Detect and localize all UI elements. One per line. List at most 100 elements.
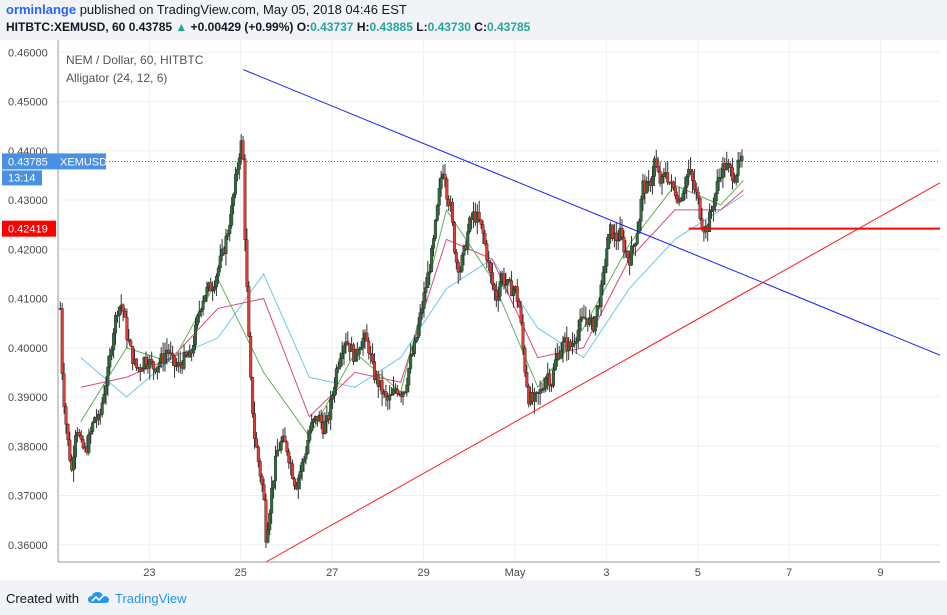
- price-chart[interactable]: 0.460000.450000.440000.430000.420000.410…: [0, 40, 947, 580]
- candle-up: [304, 453, 308, 460]
- candle-up: [201, 300, 205, 310]
- candle-down: [610, 224, 614, 239]
- candle-down: [249, 336, 253, 378]
- candle-down: [264, 499, 268, 543]
- candle-up: [392, 388, 396, 395]
- candle-up: [736, 159, 740, 176]
- x-tick-label: 5: [695, 567, 701, 579]
- y-tick-label: 0.43000: [8, 195, 48, 207]
- candle-up: [192, 344, 196, 354]
- candle-up: [338, 358, 342, 368]
- candle-up: [193, 324, 197, 346]
- candle-down: [209, 282, 213, 291]
- candle-up: [717, 177, 721, 182]
- candle-down: [487, 260, 491, 263]
- candle-down: [251, 377, 255, 414]
- candle-down: [454, 252, 458, 263]
- candle-up: [312, 418, 316, 423]
- created-with-label: Created with: [6, 590, 79, 606]
- candle-up: [298, 471, 302, 479]
- candle-down: [365, 332, 369, 342]
- tradingview-logo[interactable]: TradingView: [87, 591, 187, 606]
- candle-up: [211, 289, 215, 292]
- candle-up: [687, 168, 691, 177]
- candle-up: [681, 193, 685, 202]
- candle-up: [616, 239, 620, 242]
- candle-down: [245, 239, 249, 287]
- candle-up: [740, 155, 744, 161]
- candle-up: [359, 347, 363, 350]
- candle-down: [451, 202, 455, 223]
- candle-up: [532, 393, 536, 402]
- candle-up: [544, 378, 548, 389]
- candle-up: [407, 368, 411, 386]
- candle-up: [102, 394, 106, 403]
- candle-up: [599, 284, 603, 308]
- candle-down: [131, 345, 135, 365]
- candle-down: [590, 317, 594, 319]
- candle-down: [66, 423, 70, 441]
- y-tick-label: 0.36000: [8, 540, 48, 552]
- candle-down: [144, 357, 148, 365]
- price-change: +0.00429 (+0.99%): [190, 20, 294, 34]
- candle-up: [431, 238, 435, 249]
- candle-down: [123, 311, 127, 318]
- candle-down: [178, 361, 182, 365]
- candle-up: [603, 265, 607, 274]
- cloud-icon: [87, 592, 109, 603]
- x-tick-label: 9: [878, 567, 884, 579]
- high-label: H:: [356, 20, 370, 34]
- candle-up: [511, 288, 515, 297]
- candle-down: [262, 484, 266, 500]
- candle-down: [292, 478, 296, 487]
- candle-down: [367, 341, 371, 354]
- candle-down: [443, 173, 447, 180]
- candle-down: [167, 349, 171, 353]
- candle-up: [414, 337, 418, 342]
- candle-up: [329, 399, 333, 420]
- candle-up: [466, 231, 470, 250]
- candle-up: [302, 458, 306, 463]
- candle-up: [542, 387, 546, 391]
- candle-up: [87, 434, 91, 453]
- candle-up: [106, 366, 110, 386]
- candle-up: [553, 359, 557, 370]
- candle-up: [734, 175, 738, 183]
- candle-down: [171, 353, 175, 356]
- candle-up: [416, 325, 420, 338]
- candle-down: [380, 380, 384, 395]
- low-label: L:: [416, 20, 428, 34]
- author-link[interactable]: orminlange: [6, 2, 77, 17]
- y-tick-label: 0.38000: [8, 441, 48, 453]
- tradingview-brand-text[interactable]: TradingView: [114, 590, 187, 606]
- y-tick-label: 0.39000: [8, 392, 48, 404]
- candle-down: [614, 232, 618, 242]
- candle-down: [502, 273, 506, 285]
- candle-down: [572, 342, 576, 345]
- legend-indicator: Alligator (24, 12, 6): [66, 71, 167, 85]
- last-price: 0.43785: [128, 20, 173, 34]
- candle-up: [334, 368, 338, 388]
- candle-down: [121, 304, 125, 312]
- trend-lines[interactable]: [58, 69, 941, 563]
- candle-up: [437, 188, 441, 206]
- candle-up: [213, 286, 217, 291]
- candle-up: [496, 296, 500, 301]
- candle-up: [148, 359, 152, 369]
- candle-up: [268, 512, 272, 531]
- candle-down: [173, 355, 177, 367]
- candle-up: [270, 487, 274, 514]
- candle-up: [296, 478, 300, 490]
- candle-up: [275, 449, 279, 457]
- candle-up: [559, 350, 563, 359]
- candle-up: [300, 461, 304, 472]
- candle-down: [689, 168, 693, 172]
- candle-up: [197, 311, 201, 317]
- support-price-tag: [2, 220, 56, 237]
- candle-up: [551, 369, 555, 387]
- countdown-tag: [2, 170, 42, 186]
- change-arrow-icon: ▲: [175, 20, 188, 34]
- candle-down: [241, 140, 245, 160]
- candle-up: [108, 355, 112, 368]
- candle-up: [232, 194, 236, 206]
